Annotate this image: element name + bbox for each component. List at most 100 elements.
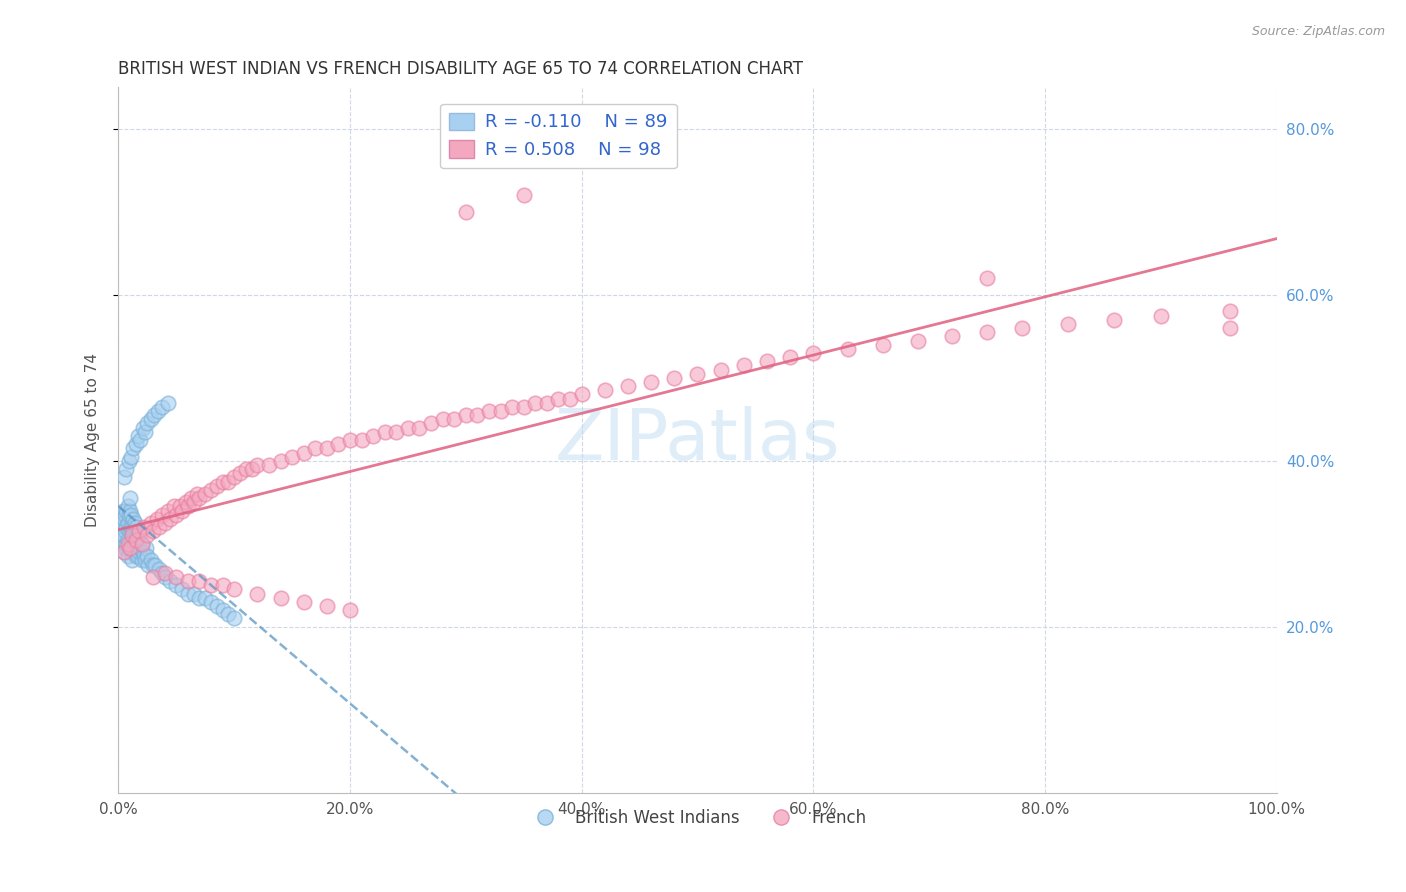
Point — [224, 582, 246, 597]
Point — [121, 520, 143, 534]
Point — [217, 475, 239, 489]
Point — [112, 470, 135, 484]
Point — [114, 541, 136, 555]
Point — [112, 545, 135, 559]
Point — [177, 574, 200, 588]
Point — [118, 503, 141, 517]
Point — [120, 508, 142, 522]
Point — [131, 420, 153, 434]
Text: ZIPatlas: ZIPatlas — [554, 406, 841, 475]
Point — [118, 541, 141, 555]
Point — [129, 433, 152, 447]
Point — [188, 491, 211, 505]
Point — [512, 400, 534, 414]
Point — [186, 487, 208, 501]
Point — [872, 337, 894, 351]
Point — [229, 467, 252, 481]
Point — [837, 342, 859, 356]
Point — [941, 329, 963, 343]
Point — [115, 503, 138, 517]
Point — [125, 528, 148, 542]
Point — [801, 346, 824, 360]
Point — [292, 595, 315, 609]
Point — [131, 537, 153, 551]
Point — [153, 570, 176, 584]
Point — [571, 387, 593, 401]
Point — [188, 574, 211, 588]
Point — [304, 442, 326, 456]
Point — [131, 537, 153, 551]
Point — [159, 512, 181, 526]
Point — [170, 503, 193, 517]
Point — [177, 500, 200, 514]
Point — [257, 458, 280, 472]
Point — [976, 271, 998, 285]
Point — [125, 533, 148, 547]
Point — [165, 508, 187, 522]
Point — [118, 508, 141, 522]
Point — [112, 545, 135, 559]
Point — [169, 500, 191, 514]
Point — [170, 582, 193, 597]
Point — [114, 508, 136, 522]
Point — [129, 541, 152, 555]
Point — [148, 562, 170, 576]
Point — [177, 586, 200, 600]
Point — [111, 528, 134, 542]
Point — [180, 491, 202, 505]
Point — [157, 503, 180, 517]
Point — [131, 553, 153, 567]
Point — [124, 528, 146, 542]
Point — [976, 325, 998, 339]
Point — [315, 442, 337, 456]
Point — [145, 512, 167, 526]
Point — [617, 379, 640, 393]
Point — [146, 404, 169, 418]
Point — [339, 603, 361, 617]
Point — [374, 425, 396, 439]
Point — [128, 545, 150, 559]
Point — [117, 500, 139, 514]
Point — [122, 541, 145, 555]
Point — [270, 454, 292, 468]
Point — [315, 599, 337, 613]
Point — [194, 487, 217, 501]
Point — [132, 520, 155, 534]
Point — [122, 512, 145, 526]
Point — [153, 566, 176, 580]
Point — [1150, 309, 1173, 323]
Point — [200, 483, 222, 497]
Point — [205, 599, 228, 613]
Point — [143, 408, 166, 422]
Point — [558, 392, 581, 406]
Point — [183, 586, 205, 600]
Point — [136, 528, 159, 542]
Point — [117, 533, 139, 547]
Point — [142, 524, 165, 539]
Point — [408, 420, 430, 434]
Point — [122, 442, 145, 456]
Point — [454, 408, 477, 422]
Point — [118, 454, 141, 468]
Point — [112, 512, 135, 526]
Point — [127, 537, 149, 551]
Point — [779, 350, 801, 364]
Point — [110, 537, 132, 551]
Point — [235, 462, 257, 476]
Point — [118, 541, 141, 555]
Point — [128, 528, 150, 542]
Point — [124, 545, 146, 559]
Point — [420, 417, 443, 431]
Point — [733, 359, 755, 373]
Point — [111, 520, 134, 534]
Point — [117, 516, 139, 530]
Point — [128, 524, 150, 539]
Point — [174, 495, 197, 509]
Point — [114, 524, 136, 539]
Point — [127, 549, 149, 564]
Point — [111, 512, 134, 526]
Point — [118, 537, 141, 551]
Point — [1057, 317, 1080, 331]
Point — [385, 425, 408, 439]
Point — [211, 603, 233, 617]
